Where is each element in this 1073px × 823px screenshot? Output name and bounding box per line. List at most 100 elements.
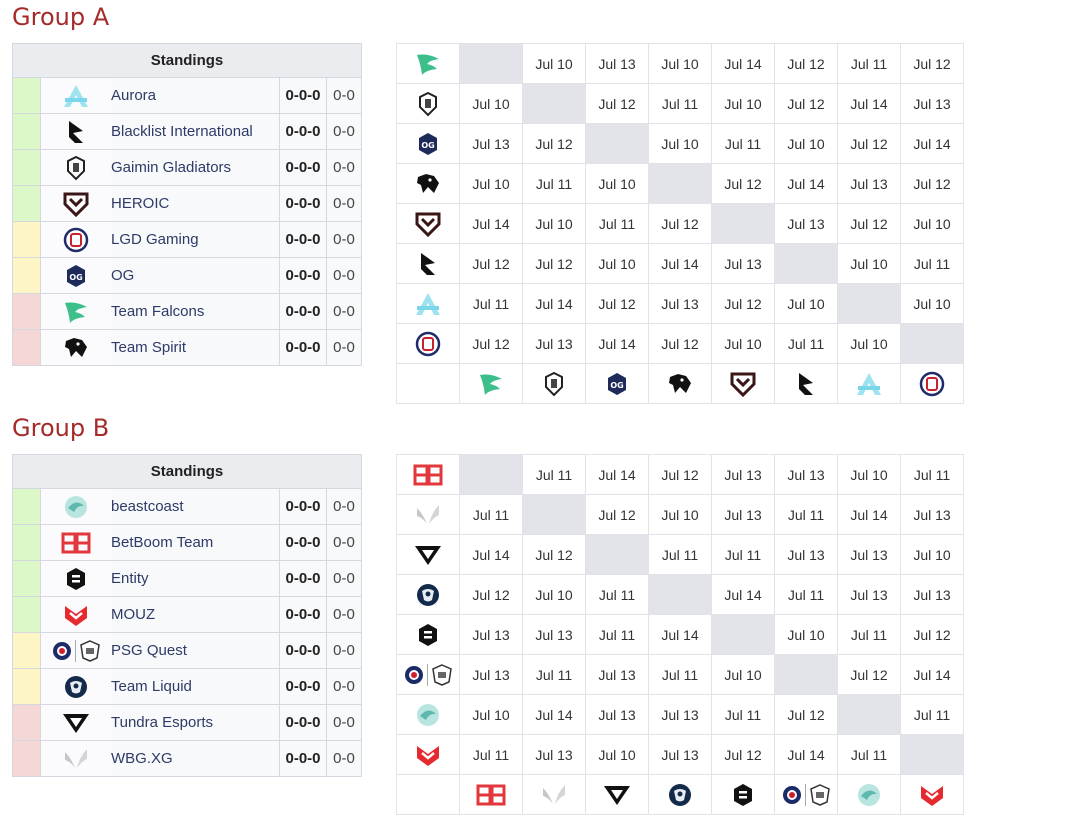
match-date-cell[interactable]: Jul 14: [585, 323, 649, 364]
match-date-cell[interactable]: Jul 12: [774, 83, 838, 124]
match-date-cell[interactable]: Jul 11: [459, 734, 523, 775]
match-date-cell[interactable]: Jul 12: [648, 203, 712, 244]
match-date-cell[interactable]: Jul 12: [585, 83, 649, 124]
match-date-cell[interactable]: Jul 12: [837, 123, 901, 164]
match-date-cell[interactable]: Jul 11: [774, 494, 838, 535]
match-date-cell[interactable]: Jul 10: [522, 43, 586, 84]
match-date-cell[interactable]: Jul 10: [711, 323, 775, 364]
match-date-cell[interactable]: Jul 13: [774, 454, 838, 495]
match-date-cell[interactable]: Jul 14: [522, 694, 586, 735]
matrix-row-team[interactable]: [396, 734, 460, 775]
match-date-cell[interactable]: Jul 11: [900, 243, 964, 284]
match-date-cell[interactable]: Jul 14: [711, 43, 775, 84]
matrix-row-team[interactable]: [396, 574, 460, 615]
match-date-cell[interactable]: Jul 10: [900, 534, 964, 575]
match-date-cell[interactable]: Jul 11: [774, 574, 838, 615]
match-date-cell[interactable]: Jul 13: [900, 83, 964, 124]
match-date-cell[interactable]: Jul 12: [459, 243, 523, 284]
match-date-cell[interactable]: Jul 11: [522, 163, 586, 204]
team-name-link[interactable]: MOUZ: [111, 596, 280, 633]
match-date-cell[interactable]: Jul 11: [648, 83, 712, 124]
match-date-cell[interactable]: Jul 12: [585, 494, 649, 535]
match-date-cell[interactable]: Jul 13: [648, 283, 712, 324]
team-name-link[interactable]: Entity: [111, 560, 280, 597]
matrix-row-team[interactable]: [396, 534, 460, 575]
match-date-cell[interactable]: Jul 14: [774, 734, 838, 775]
match-date-cell[interactable]: Jul 12: [585, 283, 649, 324]
matrix-column-team[interactable]: [459, 363, 523, 404]
match-date-cell[interactable]: Jul 10: [522, 203, 586, 244]
match-date-cell[interactable]: Jul 10: [837, 454, 901, 495]
matrix-row-team[interactable]: [396, 203, 460, 244]
matrix-column-team[interactable]: [900, 363, 964, 404]
matrix-row-team[interactable]: [396, 83, 460, 124]
match-date-cell[interactable]: Jul 12: [459, 323, 523, 364]
match-date-cell[interactable]: Jul 13: [522, 734, 586, 775]
match-date-cell[interactable]: Jul 10: [585, 163, 649, 204]
match-date-cell[interactable]: Jul 14: [711, 574, 775, 615]
match-date-cell[interactable]: Jul 12: [711, 734, 775, 775]
match-date-cell[interactable]: Jul 13: [522, 614, 586, 655]
matrix-column-team[interactable]: [522, 363, 586, 404]
match-date-cell[interactable]: Jul 12: [711, 283, 775, 324]
team-name-link[interactable]: HEROIC: [111, 185, 280, 222]
match-date-cell[interactable]: Jul 13: [585, 43, 649, 84]
matrix-row-team[interactable]: [396, 283, 460, 324]
matrix-column-team[interactable]: [648, 363, 712, 404]
matrix-column-team[interactable]: [648, 774, 712, 815]
match-date-cell[interactable]: Jul 13: [837, 163, 901, 204]
matrix-row-team[interactable]: OG: [396, 123, 460, 164]
match-date-cell[interactable]: Jul 11: [522, 654, 586, 695]
match-date-cell[interactable]: Jul 11: [900, 454, 964, 495]
team-name-link[interactable]: Gaimin Gladiators: [111, 149, 280, 186]
match-date-cell[interactable]: Jul 11: [585, 574, 649, 615]
match-date-cell[interactable]: Jul 12: [648, 454, 712, 495]
match-date-cell[interactable]: Jul 13: [648, 734, 712, 775]
match-date-cell[interactable]: Jul 10: [774, 614, 838, 655]
match-date-cell[interactable]: Jul 11: [648, 534, 712, 575]
match-date-cell[interactable]: Jul 12: [900, 43, 964, 84]
matrix-row-team[interactable]: [396, 243, 460, 284]
match-date-cell[interactable]: Jul 13: [837, 534, 901, 575]
match-date-cell[interactable]: Jul 11: [585, 203, 649, 244]
match-date-cell[interactable]: Jul 10: [774, 283, 838, 324]
matrix-row-team[interactable]: [396, 654, 460, 695]
match-date-cell[interactable]: Jul 14: [459, 534, 523, 575]
match-date-cell[interactable]: Jul 13: [774, 203, 838, 244]
team-name-link[interactable]: LGD Gaming: [111, 221, 280, 258]
match-date-cell[interactable]: Jul 11: [837, 43, 901, 84]
match-date-cell[interactable]: Jul 13: [585, 694, 649, 735]
match-date-cell[interactable]: Jul 11: [900, 694, 964, 735]
match-date-cell[interactable]: Jul 12: [648, 323, 712, 364]
match-date-cell[interactable]: Jul 13: [711, 243, 775, 284]
matrix-column-team[interactable]: [774, 363, 838, 404]
team-name-link[interactable]: Aurora: [111, 77, 280, 114]
team-name-link[interactable]: Team Liquid: [111, 668, 280, 705]
match-date-cell[interactable]: Jul 12: [774, 43, 838, 84]
match-date-cell[interactable]: Jul 11: [711, 534, 775, 575]
match-date-cell[interactable]: Jul 13: [711, 454, 775, 495]
team-name-link[interactable]: OG: [111, 257, 280, 294]
match-date-cell[interactable]: Jul 12: [837, 654, 901, 695]
match-date-cell[interactable]: Jul 10: [837, 243, 901, 284]
match-date-cell[interactable]: Jul 11: [711, 123, 775, 164]
match-date-cell[interactable]: Jul 10: [522, 574, 586, 615]
match-date-cell[interactable]: Jul 13: [711, 494, 775, 535]
match-date-cell[interactable]: Jul 11: [711, 694, 775, 735]
match-date-cell[interactable]: Jul 13: [522, 323, 586, 364]
match-date-cell[interactable]: Jul 12: [522, 243, 586, 284]
match-date-cell[interactable]: Jul 14: [648, 614, 712, 655]
matrix-column-team[interactable]: [900, 774, 964, 815]
match-date-cell[interactable]: Jul 11: [648, 654, 712, 695]
match-date-cell[interactable]: Jul 13: [900, 574, 964, 615]
match-date-cell[interactable]: Jul 10: [648, 494, 712, 535]
match-date-cell[interactable]: Jul 11: [459, 283, 523, 324]
match-date-cell[interactable]: Jul 13: [459, 614, 523, 655]
matrix-column-team[interactable]: [837, 363, 901, 404]
match-date-cell[interactable]: Jul 14: [522, 283, 586, 324]
match-date-cell[interactable]: Jul 10: [459, 83, 523, 124]
match-date-cell[interactable]: Jul 10: [837, 323, 901, 364]
matrix-column-team[interactable]: [459, 774, 523, 815]
matrix-row-team[interactable]: [396, 694, 460, 735]
team-name-link[interactable]: BetBoom Team: [111, 524, 280, 561]
